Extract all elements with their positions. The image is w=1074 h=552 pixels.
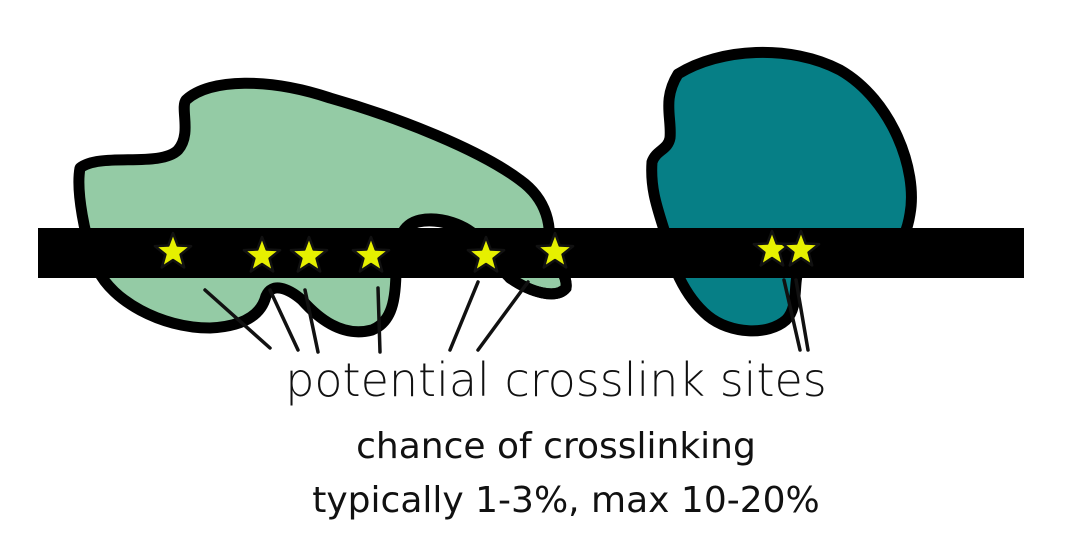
pointer-line: [794, 278, 810, 352]
pointer-line: [782, 278, 802, 352]
crosslink-site-markers: [153, 229, 821, 273]
crosslink-percentage-label: typically 1-3%, max 10-20%: [312, 480, 819, 521]
protein-loop-over-strand: [390, 213, 486, 274]
pointer-line: [268, 288, 300, 352]
star-icon: [351, 235, 391, 273]
light-green-protein-blob: [73, 77, 572, 338]
pointer-line: [448, 280, 480, 352]
diagram-title: potential crosslink sites: [285, 353, 827, 407]
pointer-line: [476, 280, 530, 352]
pointer-lines: [203, 278, 810, 354]
teal-protein-blob: [646, 46, 917, 337]
star-icon: [153, 231, 193, 269]
star-icon: [535, 231, 575, 269]
star-icon: [781, 229, 821, 267]
pointer-line: [376, 286, 382, 354]
nucleic-acid-strand: [38, 228, 1024, 278]
star-icon: [466, 235, 506, 273]
star-icon: [242, 235, 282, 273]
crosslink-chance-label: chance of crosslinking: [356, 426, 756, 467]
pointer-line: [203, 288, 272, 350]
pointer-line: [303, 288, 320, 354]
star-icon: [289, 235, 329, 273]
